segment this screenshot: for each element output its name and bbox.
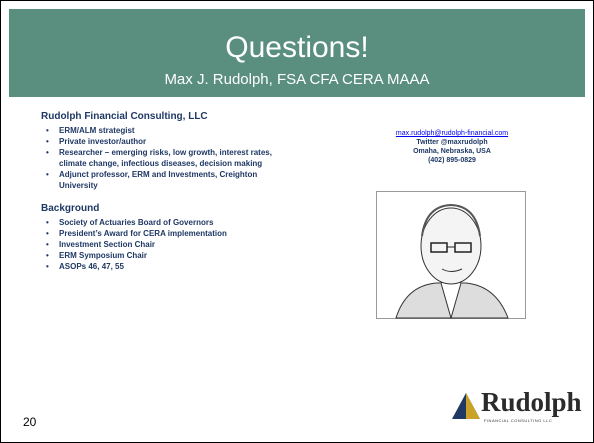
contact-line: Omaha, Nebraska, USA bbox=[351, 147, 553, 156]
bullet: ERM Symposium Chair bbox=[59, 250, 274, 261]
bullet: ASOPs 46, 47, 55 bbox=[59, 261, 274, 272]
logo-name: Rudolph bbox=[481, 387, 582, 418]
left-column: Rudolph Financial Consulting, LLC ERM/ALM… bbox=[41, 111, 291, 284]
subtitle: Max J. Rudolph, FSA CFA CERA MAAA bbox=[9, 71, 585, 88]
bullet: Society of Actuaries Board of Governors bbox=[59, 217, 274, 228]
logo: Rudolph FINANCIAL CONSULTING LLC bbox=[451, 391, 481, 426]
bullet-list: ERM/ALM strategistPrivate investor/autho… bbox=[41, 125, 291, 191]
bullet: Adjunct professor, ERM and Investments, … bbox=[59, 169, 274, 191]
contact-line: Twitter @maxrudolph bbox=[351, 138, 553, 147]
section: Background Society of Actuaries Board of … bbox=[41, 203, 291, 272]
bullet: Private investor/author bbox=[59, 136, 274, 147]
title: Questions! bbox=[9, 31, 585, 65]
bullet-list: Society of Actuaries Board of GovernorsP… bbox=[41, 217, 291, 272]
contact: max.rudolph@rudolph-financial.com Twitte… bbox=[351, 129, 553, 165]
bullet: Researcher – emerging risks, low growth,… bbox=[59, 147, 274, 169]
page-number: 20 bbox=[23, 415, 36, 429]
section: Rudolph Financial Consulting, LLC ERM/ALM… bbox=[41, 111, 291, 191]
header-band: Questions! Max J. Rudolph, FSA CFA CERA … bbox=[9, 9, 585, 97]
bullet: Investment Section Chair bbox=[59, 239, 274, 250]
slide: Questions! Max J. Rudolph, FSA CFA CERA … bbox=[0, 0, 594, 443]
bullet: ERM/ALM strategist bbox=[59, 125, 274, 136]
logo-icon bbox=[451, 391, 481, 421]
logo-tagline: FINANCIAL CONSULTING LLC bbox=[484, 418, 552, 423]
contact-line: (402) 895-0829 bbox=[351, 156, 553, 165]
portrait bbox=[376, 191, 526, 319]
section-heading: Background bbox=[41, 203, 291, 214]
section-heading: Rudolph Financial Consulting, LLC bbox=[41, 111, 291, 122]
email-link[interactable]: max.rudolph@rudolph-financial.com bbox=[351, 129, 553, 138]
bullet: President’s Award for CERA implementatio… bbox=[59, 228, 274, 239]
